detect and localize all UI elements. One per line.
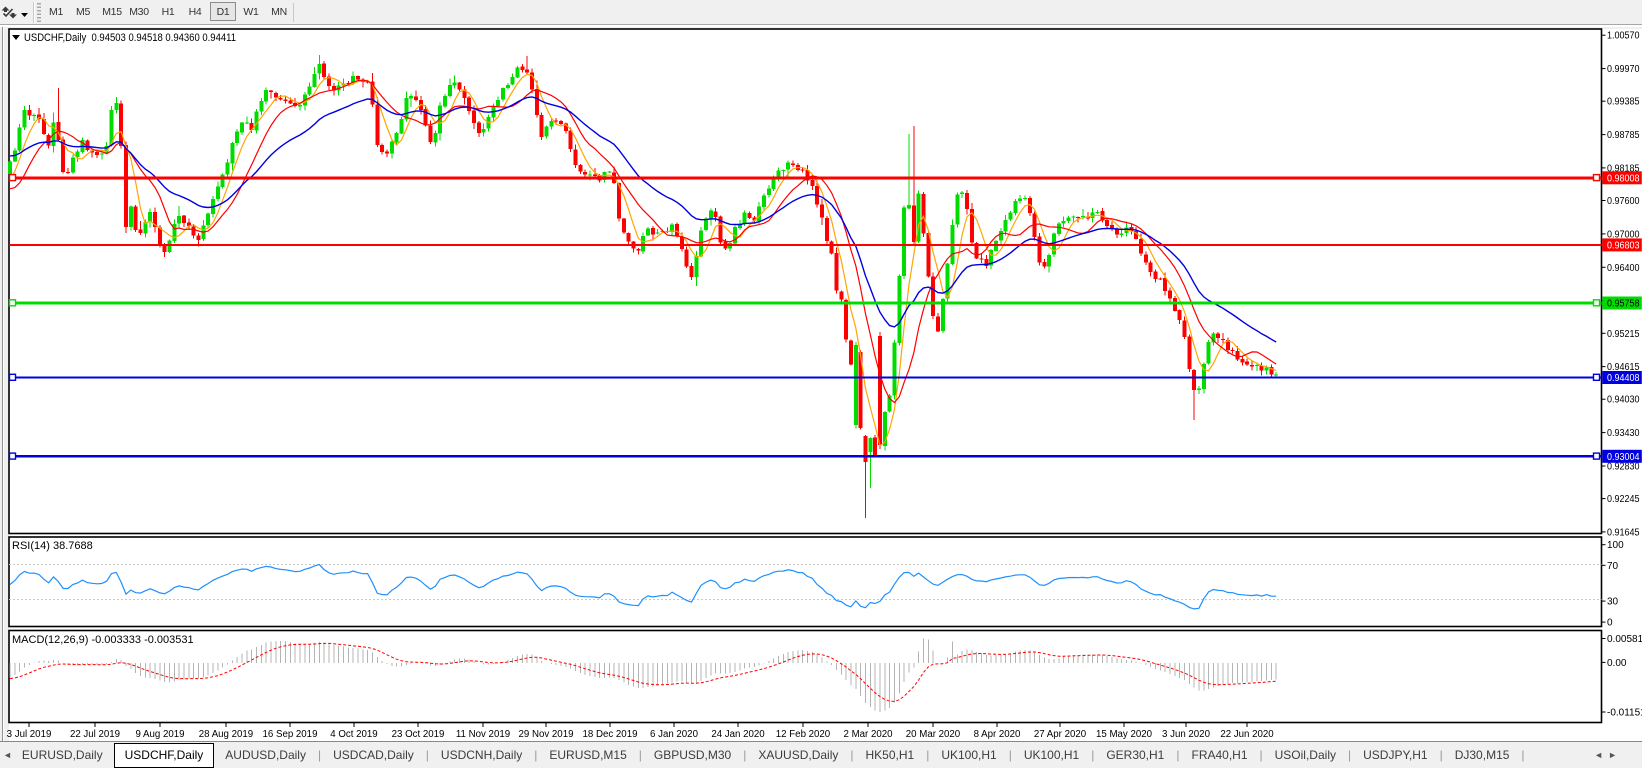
- svg-text:20 Mar 2020: 20 Mar 2020: [906, 729, 961, 740]
- svg-text:0.91645: 0.91645: [1607, 527, 1640, 538]
- svg-text:0.94030: 0.94030: [1607, 395, 1640, 406]
- svg-text:-0.011514: -0.011514: [1607, 708, 1642, 719]
- svg-text:23 Oct 2019: 23 Oct 2019: [392, 729, 445, 740]
- svg-text:29 Nov 2019: 29 Nov 2019: [519, 729, 574, 740]
- svg-text:11 Nov 2019: 11 Nov 2019: [456, 729, 510, 740]
- svg-text:0.98185: 0.98185: [1607, 163, 1640, 174]
- svg-text:MACD(12,26,9) -0.003333 -0.003: MACD(12,26,9) -0.003333 -0.003531: [12, 634, 194, 646]
- svg-text:0.97000: 0.97000: [1607, 229, 1640, 240]
- svg-text:100: 100: [1607, 540, 1624, 551]
- svg-text:30: 30: [1607, 597, 1619, 608]
- svg-text:0.99385: 0.99385: [1607, 97, 1640, 108]
- svg-text:0: 0: [1607, 618, 1613, 629]
- svg-text:0.93430: 0.93430: [1607, 428, 1640, 439]
- svg-text:3 Jul 2019: 3 Jul 2019: [7, 729, 52, 740]
- svg-text:0.93004: 0.93004: [1607, 452, 1640, 463]
- svg-text:0.94615: 0.94615: [1607, 362, 1640, 373]
- svg-text:24 Jan 2020: 24 Jan 2020: [711, 729, 765, 740]
- svg-text:22 Jun 2020: 22 Jun 2020: [1220, 729, 1274, 740]
- svg-text:0.98785: 0.98785: [1607, 130, 1640, 141]
- svg-text:2 Mar 2020: 2 Mar 2020: [843, 729, 893, 740]
- svg-text:USDCHF,Daily 0.94503 0.94518: USDCHF,Daily 0.94503 0.94518 0.94360 0.9…: [24, 32, 236, 44]
- svg-text:9 Aug 2019: 9 Aug 2019: [135, 729, 184, 740]
- svg-text:0.00: 0.00: [1607, 658, 1627, 669]
- svg-text:0.005818: 0.005818: [1607, 634, 1642, 645]
- svg-text:0.92830: 0.92830: [1607, 462, 1640, 473]
- svg-text:28 Aug 2019: 28 Aug 2019: [199, 729, 253, 740]
- svg-text:70: 70: [1607, 561, 1619, 572]
- svg-text:1.00570: 1.00570: [1607, 31, 1640, 42]
- svg-text:0.98008: 0.98008: [1607, 173, 1640, 184]
- svg-text:3 Jun 2020: 3 Jun 2020: [1162, 729, 1211, 740]
- svg-text:0.97600: 0.97600: [1607, 196, 1640, 207]
- svg-text:8 Apr 2020: 8 Apr 2020: [974, 729, 1021, 740]
- svg-text:0.95758: 0.95758: [1607, 299, 1640, 310]
- svg-text:0.96803: 0.96803: [1607, 240, 1640, 251]
- svg-text:4 Oct 2019: 4 Oct 2019: [330, 729, 377, 740]
- svg-text:0.94408: 0.94408: [1607, 373, 1640, 384]
- svg-text:12 Feb 2020: 12 Feb 2020: [776, 729, 831, 740]
- svg-text:18 Dec 2019: 18 Dec 2019: [583, 729, 638, 740]
- svg-text:15 May 2020: 15 May 2020: [1096, 729, 1153, 740]
- svg-text:0.95215: 0.95215: [1607, 329, 1640, 340]
- svg-text:6 Jan 2020: 6 Jan 2020: [650, 729, 699, 740]
- svg-text:0.96400: 0.96400: [1607, 263, 1640, 274]
- svg-text:0.92245: 0.92245: [1607, 494, 1640, 505]
- svg-text:RSI(14) 38.7688: RSI(14) 38.7688: [12, 540, 93, 552]
- svg-text:27 Apr 2020: 27 Apr 2020: [1034, 729, 1087, 740]
- svg-text:22 Jul 2019: 22 Jul 2019: [70, 729, 120, 740]
- svg-text:0.99970: 0.99970: [1607, 64, 1640, 75]
- svg-text:16 Sep 2019: 16 Sep 2019: [263, 729, 318, 740]
